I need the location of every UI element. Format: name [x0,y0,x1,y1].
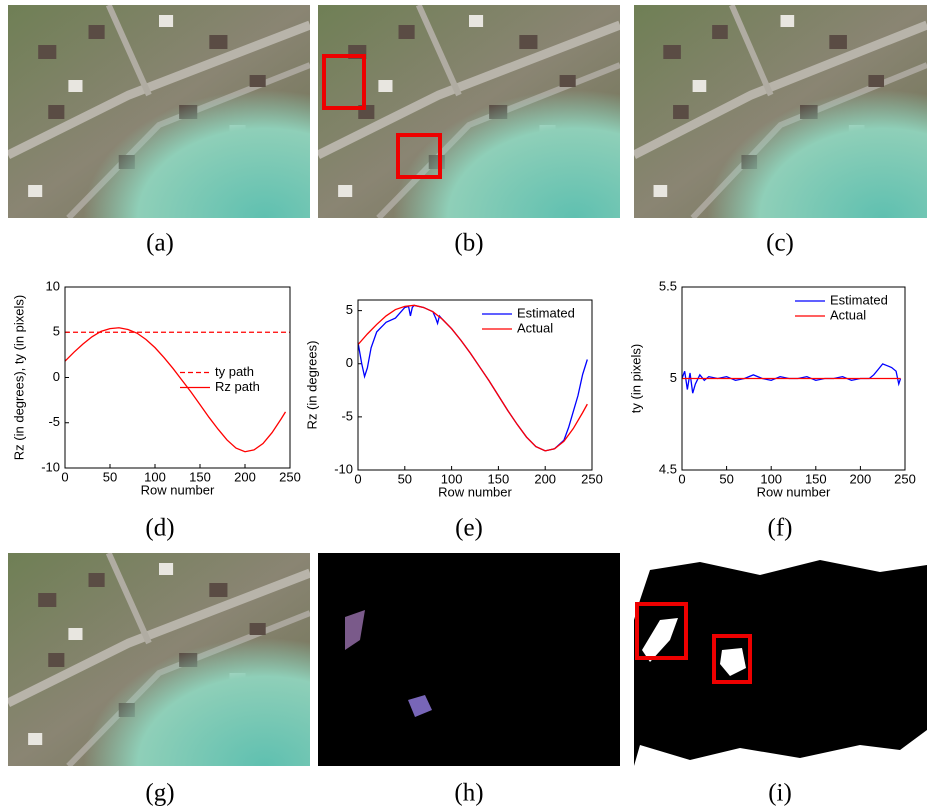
y-tick-label: -10 [334,461,353,476]
x-axis-label: Row number [757,484,831,499]
x-tick-label: 200 [234,469,256,484]
y-tick-label: 0 [346,355,353,370]
x-tick-label: 50 [398,471,412,486]
difference-image-h [318,553,620,766]
panel-caption: (i) [768,780,792,807]
panel-caption: (h) [454,780,483,807]
figure-canvas: (a)(b)(c)(d)(e)(f)(g)(h)(i)0501001502002… [0,0,927,812]
x-tick-label: 200 [850,471,872,486]
y-tick-label: -10 [41,459,60,474]
y-tick-label: -5 [341,408,353,423]
x-axis-label: Row number [438,484,512,499]
x-tick-label: 250 [894,471,916,486]
aerial-image-a [8,5,310,218]
y-axis-label: Rz (in degrees), ty (in pixels) [11,295,26,460]
x-tick-label: 200 [534,471,556,486]
y-tick-label: -5 [48,414,60,429]
y-tick-label: 5 [53,324,60,339]
y-tick-label: 0 [53,369,60,384]
panel-caption: (b) [454,230,483,257]
plot-area [358,300,592,470]
legend-label: Actual [830,307,866,322]
figure: (a)(b)(c)(d)(e)(f)(g)(h)(i)0501001502002… [0,0,927,812]
x-tick-label: 250 [581,471,603,486]
legend-label: Estimated [517,305,575,320]
aerial-image-b [318,5,620,218]
panel-caption: (g) [145,780,174,807]
x-tick-label: 50 [103,469,117,484]
panel-caption: (a) [146,230,174,257]
x-axis-label: Row number [141,482,215,497]
aerial-image-c [634,5,927,218]
x-tick-label: 0 [354,471,361,486]
y-tick-label: 5 [670,370,677,385]
legend-label: Estimated [830,292,888,307]
y-tick-label: 10 [46,278,60,293]
y-tick-label: 5 [346,302,353,317]
y-tick-label: 5.5 [659,278,677,293]
x-tick-label: 0 [678,471,685,486]
panel-caption: (c) [766,230,794,257]
warped-image-g [8,553,310,766]
x-tick-label: 250 [279,469,301,484]
panel-caption: (d) [145,515,174,542]
x-tick-label: 0 [61,469,68,484]
y-axis-label: ty (in pixels) [628,344,643,413]
legend-label: ty path [215,364,254,379]
legend-label: Actual [517,320,553,335]
y-axis-label: Rz (in degrees) [304,341,319,430]
panel-caption: (e) [455,515,483,542]
legend-label: Rz path [215,379,260,394]
plot-area [65,287,290,468]
x-tick-label: 50 [719,471,733,486]
panel-caption: (f) [768,515,793,542]
y-tick-label: 4.5 [659,461,677,476]
